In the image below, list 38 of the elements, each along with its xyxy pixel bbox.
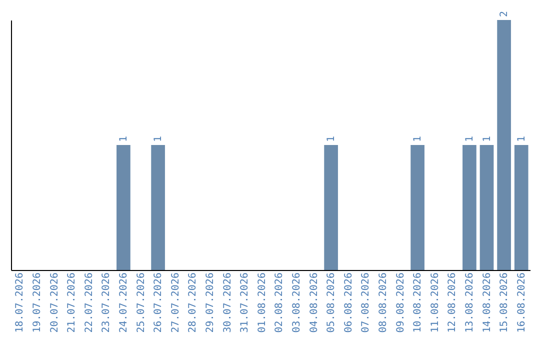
x-tick-label: 26.07.2026: [153, 272, 164, 333]
x-tick-label: 22.07.2026: [84, 272, 95, 333]
x-tick-label: 29.07.2026: [204, 272, 216, 333]
x-tick-label: 07.08.2026: [360, 272, 372, 333]
data-label: 1: [118, 136, 130, 142]
data-label: 1: [326, 136, 338, 142]
x-tick-label: 21.07.2026: [66, 272, 78, 333]
x-tick-label: 03.08.2026: [291, 272, 302, 333]
x-tick-label: 23.07.2026: [101, 272, 112, 333]
x-tick-label: 15.08.2026: [499, 272, 510, 333]
data-label: 1: [153, 136, 164, 142]
x-tick-label: 12.08.2026: [447, 272, 458, 333]
x-tick-label: 11.08.2026: [430, 272, 441, 333]
x-tick-label: 05.08.2026: [326, 272, 338, 333]
x-tick-label: 13.08.2026: [464, 272, 476, 333]
data-label: 1: [482, 136, 493, 142]
x-tick-label: 18.07.2026: [14, 272, 26, 333]
x-tick-label: 19.07.2026: [32, 272, 43, 333]
x-tick-label: 27.07.2026: [170, 272, 182, 333]
data-label: 1: [412, 136, 424, 142]
data-label: 1: [464, 136, 476, 142]
x-tick-label: 16.08.2026: [516, 272, 528, 333]
x-tick-label: 01.08.2026: [256, 272, 268, 333]
x-tick-label: 24.07.2026: [118, 272, 130, 333]
data-label: 2: [499, 10, 510, 17]
x-tick-label: 02.08.2026: [274, 272, 286, 333]
data-label: 1: [516, 136, 528, 142]
x-tick-label: 25.07.2026: [136, 272, 147, 333]
x-tick-label: 30.07.2026: [222, 272, 234, 333]
x-tick-label: 20.07.2026: [49, 272, 60, 333]
x-tick-label: 28.07.2026: [188, 272, 199, 333]
x-tick-label: 31.07.2026: [240, 272, 251, 333]
x-tick-label: 08.08.2026: [378, 272, 389, 333]
x-tick-label: 14.08.2026: [482, 272, 493, 333]
x-tick-label: 09.08.2026: [395, 272, 406, 333]
x-tick-label: 04.08.2026: [308, 272, 320, 333]
x-tick-label: 10.08.2026: [412, 272, 424, 333]
x-tick-label: 06.08.2026: [343, 272, 354, 333]
